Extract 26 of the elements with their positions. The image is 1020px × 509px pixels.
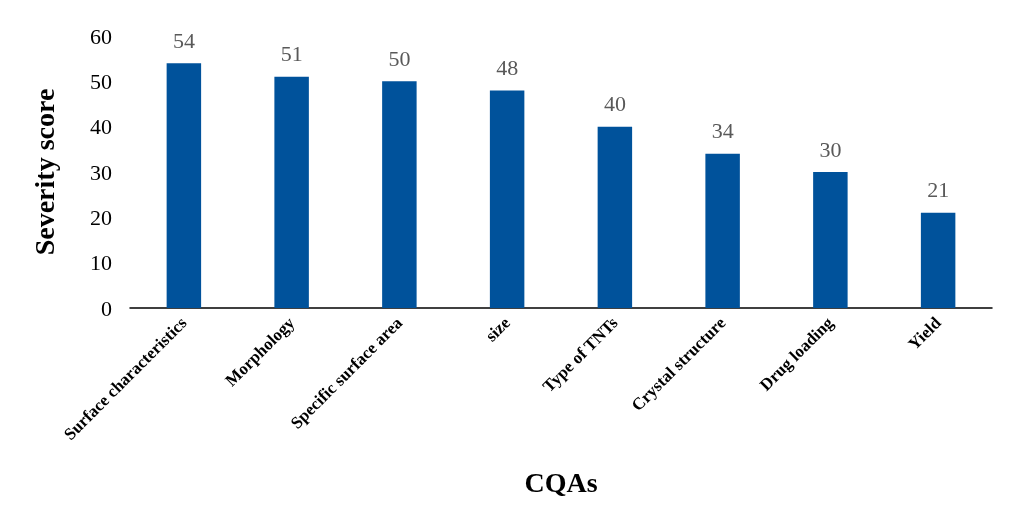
bar [274, 76, 309, 308]
bar [597, 126, 633, 308]
data-label: 21 [927, 177, 950, 203]
y-tick-label: 20 [90, 204, 112, 230]
y-tick-label: 30 [90, 159, 112, 185]
bar [813, 172, 848, 308]
y-tick-label: 60 [90, 23, 112, 49]
data-label: 40 [603, 91, 626, 117]
data-label: 50 [388, 45, 411, 71]
bar [166, 63, 202, 308]
y-tick-label: 0 [101, 295, 112, 321]
y-tick-label: 40 [90, 114, 112, 140]
y-tick-label: 50 [90, 68, 112, 94]
data-label: 34 [711, 118, 734, 144]
data-label: 51 [280, 41, 303, 67]
x-tick-label: size [481, 312, 515, 346]
y-tick-label: 10 [90, 250, 112, 276]
data-label: 48 [496, 54, 519, 80]
bar [489, 90, 525, 308]
data-label: 54 [172, 27, 195, 53]
x-axis-title: CQAs [524, 466, 598, 498]
bar [920, 212, 956, 308]
bar [705, 153, 740, 308]
y-axis-title: Severity score [28, 88, 60, 256]
bar [382, 81, 417, 308]
data-label: 30 [819, 136, 842, 162]
